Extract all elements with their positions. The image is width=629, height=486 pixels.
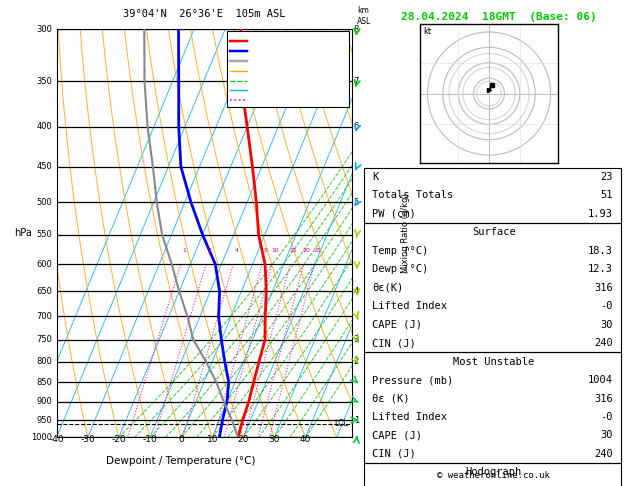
Text: Lifted Index: Lifted Index [372,412,447,422]
Text: 10: 10 [271,248,279,253]
Text: 700: 700 [36,312,52,321]
Text: -20: -20 [111,435,126,444]
Text: 15: 15 [289,248,298,253]
Text: 550: 550 [36,230,52,239]
Text: 450: 450 [36,162,52,171]
Text: 316: 316 [594,394,613,403]
Text: -40: -40 [49,435,64,444]
Text: -0: -0 [600,301,613,311]
Text: 8: 8 [353,25,359,34]
Text: Surface: Surface [472,227,516,237]
Text: K: K [372,172,379,182]
Text: kt: kt [423,27,431,36]
Text: 7: 7 [353,77,359,86]
Text: 20: 20 [238,435,249,444]
Text: 1: 1 [353,416,359,424]
Text: 300: 300 [36,25,52,34]
Text: Mixing Ratio (g/kg): Mixing Ratio (g/kg) [401,193,410,273]
Text: 350: 350 [36,77,52,86]
Text: Dewp (°C): Dewp (°C) [372,264,428,274]
Text: Dewpoint / Temperature (°C): Dewpoint / Temperature (°C) [106,456,255,466]
Text: 2: 2 [208,248,211,253]
Text: -0: -0 [600,412,613,422]
Text: 51: 51 [600,191,613,200]
Text: Isotherm: Isotherm [250,86,284,95]
Text: 4: 4 [235,248,238,253]
Text: Parcel Trajectory: Parcel Trajectory [250,56,314,66]
Text: 25: 25 [314,248,321,253]
Text: © weatheronline.co.uk: © weatheronline.co.uk [437,471,550,480]
Text: 240: 240 [594,449,613,459]
Text: Mixing Ratio: Mixing Ratio [250,96,298,104]
Text: PW (cm): PW (cm) [372,209,416,219]
Text: 0: 0 [178,435,184,444]
Text: 1000: 1000 [31,433,52,442]
Text: 18.3: 18.3 [587,246,613,256]
Text: 1004: 1004 [587,375,613,385]
Bar [364,463,621,486]
Text: Temperature: Temperature [250,37,299,46]
Text: θε(K): θε(K) [372,283,403,293]
Bar [364,352,621,463]
Text: Lifted Index: Lifted Index [372,301,447,311]
Text: 40: 40 [300,435,311,444]
Text: 850: 850 [36,378,52,387]
Text: 5: 5 [353,198,359,207]
Text: hPa: hPa [14,228,31,238]
Text: 650: 650 [36,287,52,296]
Text: 900: 900 [36,397,52,406]
Text: 750: 750 [36,335,52,345]
Text: 1: 1 [182,248,186,253]
Text: CIN (J): CIN (J) [372,338,416,348]
Text: 20: 20 [303,248,311,253]
Text: Temp (°C): Temp (°C) [372,246,428,256]
Text: 3: 3 [353,335,359,345]
Text: 600: 600 [36,260,52,269]
Text: Dry Adiabat: Dry Adiabat [250,66,296,75]
FancyBboxPatch shape [226,31,349,107]
Text: 1.93: 1.93 [587,209,613,219]
Text: Pressure (mb): Pressure (mb) [372,375,454,385]
Text: 30: 30 [600,320,613,330]
Text: CIN (J): CIN (J) [372,449,416,459]
Text: Totals Totals: Totals Totals [372,191,454,200]
Text: -30: -30 [81,435,95,444]
Text: 8: 8 [264,248,267,253]
Text: 2: 2 [353,357,359,366]
Text: Wet Adiabat: Wet Adiabat [250,76,297,85]
Text: 400: 400 [36,122,52,131]
Text: 23: 23 [600,172,613,182]
Text: CAPE (J): CAPE (J) [372,431,422,440]
Text: -10: -10 [143,435,157,444]
Bar [364,223,621,352]
Text: 316: 316 [594,283,613,293]
Text: θε (K): θε (K) [372,394,409,403]
Text: km
ASL: km ASL [357,6,371,26]
Text: 28.04.2024  18GMT  (Base: 06): 28.04.2024 18GMT (Base: 06) [401,12,597,22]
Text: Hodograph: Hodograph [465,468,522,477]
Text: 4: 4 [353,287,359,296]
Text: 10: 10 [206,435,218,444]
Text: 12.3: 12.3 [587,264,613,274]
Bar [364,168,621,223]
Text: Most Unstable: Most Unstable [453,357,535,366]
Text: 800: 800 [36,357,52,366]
Text: 240: 240 [594,338,613,348]
Text: 500: 500 [36,198,52,207]
Text: 30: 30 [269,435,280,444]
Text: Dewpoint: Dewpoint [250,47,287,56]
Text: LCL: LCL [334,419,348,428]
Text: 39°04'N  26°36'E  105m ASL: 39°04'N 26°36'E 105m ASL [123,9,286,19]
Text: 30: 30 [600,431,613,440]
Text: 6: 6 [353,122,359,131]
Text: CAPE (J): CAPE (J) [372,320,422,330]
Text: 950: 950 [36,416,52,424]
